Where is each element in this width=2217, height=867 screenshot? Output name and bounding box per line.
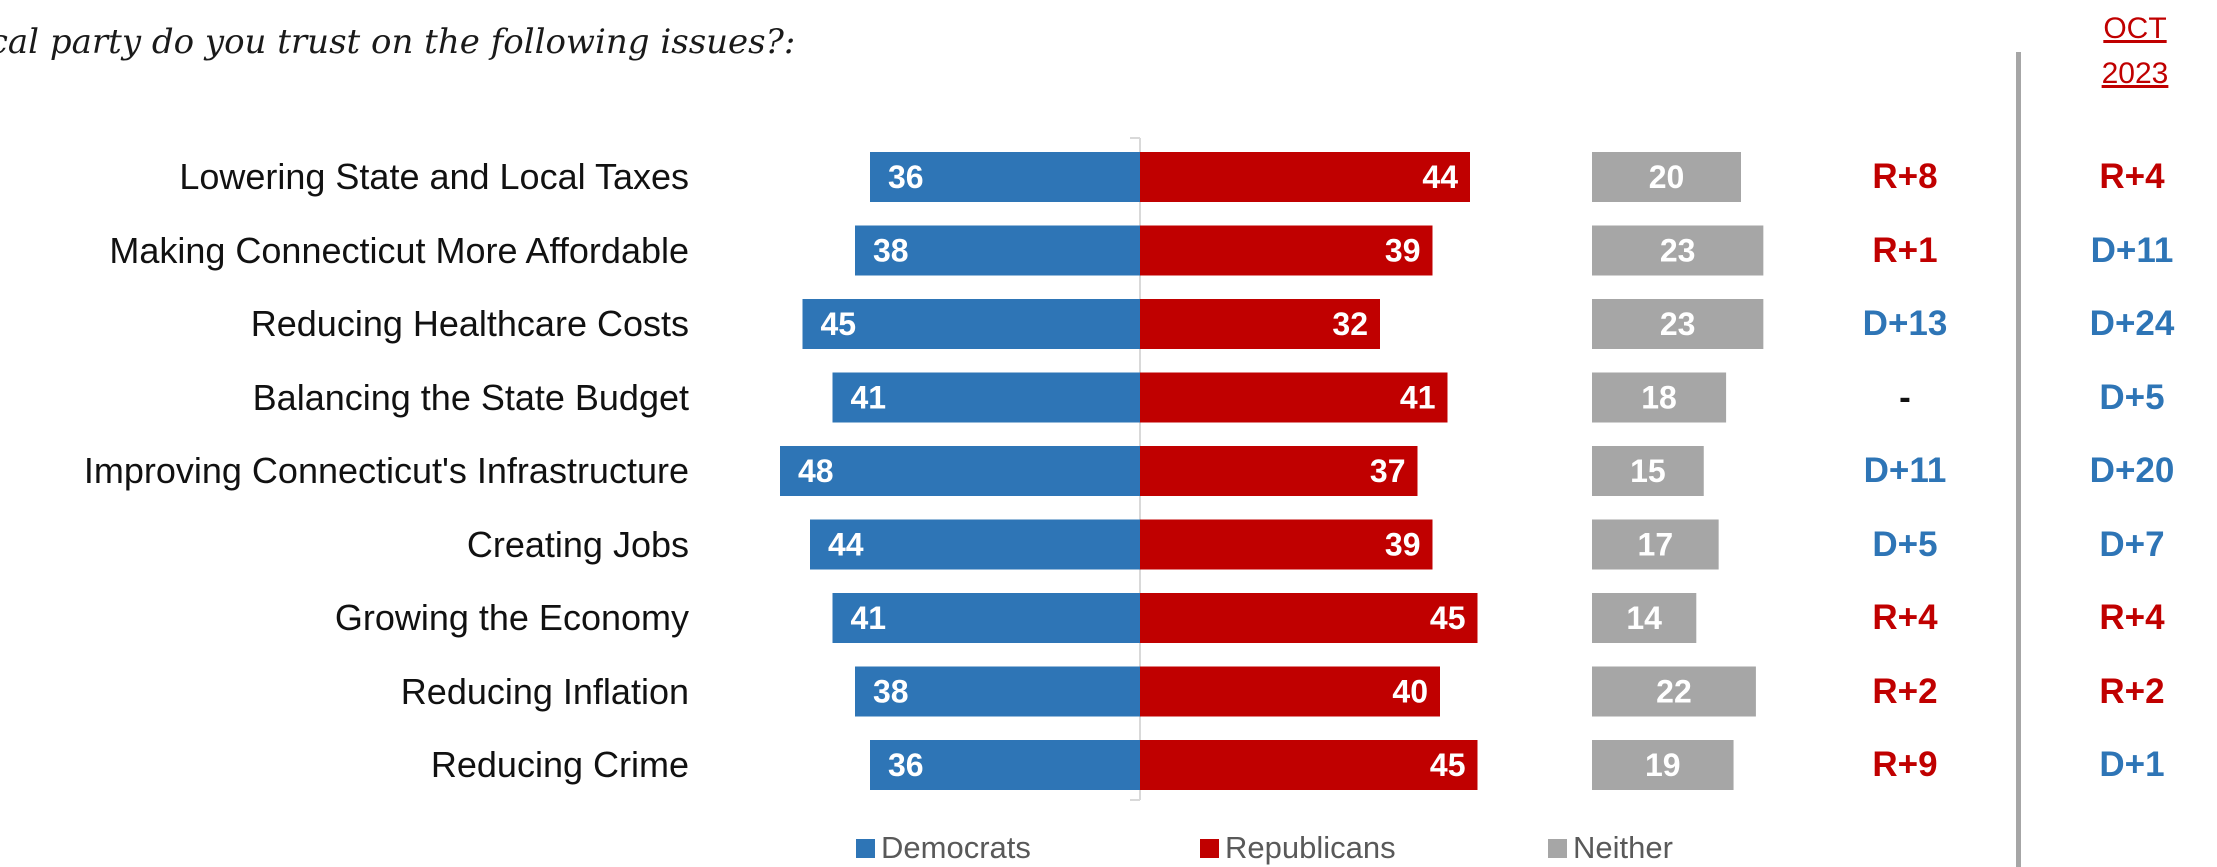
democrats-value-label: 45 bbox=[821, 306, 857, 342]
legend-swatch bbox=[1548, 838, 1567, 858]
question-text: ical party do you trust on the following… bbox=[0, 22, 796, 62]
republicans-value-label: 37 bbox=[1370, 453, 1406, 489]
oct-2023-margin-value: D+24 bbox=[2089, 304, 2175, 343]
neither-value-label: 14 bbox=[1626, 600, 1662, 636]
margin-value: R+1 bbox=[1872, 230, 1938, 270]
margin-value: R+8 bbox=[1872, 157, 1938, 196]
margin-value: R+9 bbox=[1872, 745, 1938, 784]
neither-bar bbox=[1592, 666, 1756, 717]
column-divider bbox=[2016, 52, 2021, 867]
category-label: Reducing Crime bbox=[430, 744, 689, 785]
democrats-bar bbox=[832, 593, 1140, 643]
neither-value-label: 23 bbox=[1660, 306, 1696, 342]
legend-swatch bbox=[856, 838, 875, 858]
oct-2023-margin-value: R+4 bbox=[2099, 157, 2165, 196]
democrats-bar bbox=[870, 740, 1140, 790]
democrats-bar bbox=[832, 372, 1140, 423]
oct-2023-margin-value: D+11 bbox=[2090, 230, 2174, 270]
neither-value-label: 19 bbox=[1645, 747, 1681, 783]
republicans-value-label: 45 bbox=[1430, 600, 1466, 636]
oct-2023-margin-value: D+1 bbox=[2099, 745, 2165, 784]
republicans-bar bbox=[1140, 666, 1440, 717]
category-label: Growing the Economy bbox=[334, 597, 689, 638]
republicans-bar bbox=[1140, 519, 1433, 570]
neither-bar bbox=[1592, 299, 1764, 349]
neither-bar bbox=[1592, 593, 1697, 643]
democrats-bar bbox=[855, 225, 1140, 276]
democrats-value-label: 48 bbox=[798, 453, 834, 489]
legend-item-democrats: Democrats bbox=[856, 830, 1031, 866]
republicans-bar bbox=[1140, 593, 1478, 643]
democrats-value-label: 41 bbox=[851, 380, 887, 416]
democrats-value-label: 44 bbox=[828, 527, 864, 563]
democrats-bar bbox=[802, 299, 1140, 349]
democrats-bar bbox=[810, 519, 1140, 570]
oct-2023-margin-value: D+7 bbox=[2099, 524, 2165, 564]
democrats-value-label: 36 bbox=[888, 159, 924, 195]
republicans-bar bbox=[1140, 152, 1470, 202]
neither-bar bbox=[1592, 372, 1727, 423]
margin-value: D+11 bbox=[1863, 451, 1947, 490]
margin-value: R+2 bbox=[1872, 671, 1938, 711]
margin-value: D+5 bbox=[1872, 524, 1938, 564]
democrats-value-label: 38 bbox=[873, 233, 909, 269]
neither-value-label: 20 bbox=[1649, 159, 1685, 195]
republicans-value-label: 32 bbox=[1332, 306, 1368, 342]
republicans-value-label: 40 bbox=[1392, 674, 1428, 710]
republicans-bar bbox=[1140, 225, 1433, 276]
category-label: Lowering State and Local Taxes bbox=[179, 156, 689, 197]
legend-label: Republicans bbox=[1225, 830, 1396, 865]
democrats-bar bbox=[855, 666, 1140, 717]
democrats-value-label: 38 bbox=[873, 674, 909, 710]
neither-value-label: 17 bbox=[1638, 527, 1674, 563]
legend-label: Neither bbox=[1573, 830, 1673, 865]
margin-value: D+13 bbox=[1862, 304, 1948, 343]
neither-bar bbox=[1592, 152, 1741, 202]
legend-item-neither: Neither bbox=[1548, 830, 1673, 866]
neither-value-label: 22 bbox=[1656, 674, 1692, 710]
neither-bar bbox=[1592, 519, 1719, 570]
oct-2023-header: OCT 2023 bbox=[2095, 6, 2175, 96]
legend-label: Democrats bbox=[881, 830, 1031, 865]
neither-bar bbox=[1592, 446, 1704, 496]
category-label: Reducing Healthcare Costs bbox=[250, 303, 689, 344]
neither-bar bbox=[1592, 225, 1764, 276]
republicans-value-label: 41 bbox=[1400, 380, 1436, 416]
category-label: Improving Connecticut's Infrastructure bbox=[83, 450, 689, 491]
democrats-bar bbox=[870, 152, 1140, 202]
legend-item-republicans: Republicans bbox=[1200, 830, 1396, 866]
neither-value-label: 18 bbox=[1641, 380, 1677, 416]
republicans-bar bbox=[1140, 372, 1448, 423]
republicans-bar bbox=[1140, 299, 1380, 349]
oct-2023-margin-value: D+5 bbox=[2099, 377, 2165, 417]
republicans-value-label: 44 bbox=[1422, 159, 1458, 195]
democrats-value-label: 36 bbox=[888, 747, 924, 783]
republicans-bar bbox=[1140, 740, 1478, 790]
oct-2023-margin-value: R+2 bbox=[2099, 671, 2165, 711]
neither-bar bbox=[1592, 740, 1734, 790]
neither-value-label: 23 bbox=[1660, 233, 1696, 269]
republicans-bar bbox=[1140, 446, 1418, 496]
oct-header-month: OCT bbox=[2103, 12, 2167, 45]
category-label: Balancing the State Budget bbox=[252, 376, 689, 418]
democrats-value-label: 41 bbox=[851, 600, 887, 636]
oct-2023-margin-value: D+20 bbox=[2089, 451, 2175, 490]
neither-value-label: 15 bbox=[1630, 453, 1666, 489]
republicans-value-label: 45 bbox=[1430, 747, 1466, 783]
category-label: Reducing Inflation bbox=[400, 670, 689, 712]
margin-value: - bbox=[1899, 377, 1911, 417]
legend-swatch bbox=[1200, 838, 1219, 858]
category-label: Creating Jobs bbox=[466, 523, 689, 565]
oct-2023-margin-value: R+4 bbox=[2099, 598, 2165, 637]
democrats-bar bbox=[780, 446, 1140, 496]
margin-value: R+4 bbox=[1872, 598, 1938, 637]
oct-header-year: 2023 bbox=[2101, 57, 2169, 90]
republicans-value-label: 39 bbox=[1385, 527, 1421, 563]
republicans-value-label: 39 bbox=[1385, 233, 1421, 269]
category-label: Making Connecticut More Affordable bbox=[109, 229, 689, 271]
